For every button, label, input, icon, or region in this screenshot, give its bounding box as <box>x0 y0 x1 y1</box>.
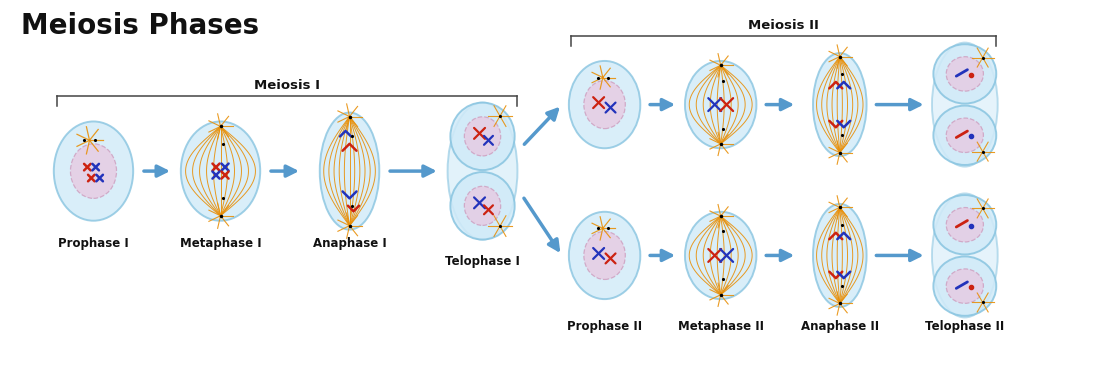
Text: Meiosis I: Meiosis I <box>254 79 320 92</box>
Ellipse shape <box>946 57 983 91</box>
Text: Anaphase I: Anaphase I <box>312 236 386 250</box>
Ellipse shape <box>934 195 997 254</box>
Text: Prophase I: Prophase I <box>58 236 129 250</box>
Ellipse shape <box>464 117 500 156</box>
Ellipse shape <box>946 208 983 242</box>
Text: Prophase II: Prophase II <box>566 320 642 333</box>
Ellipse shape <box>569 212 640 299</box>
Text: Telophase II: Telophase II <box>925 320 1004 333</box>
Ellipse shape <box>932 42 998 167</box>
Ellipse shape <box>813 53 867 156</box>
Ellipse shape <box>813 204 867 307</box>
Text: Meiosis II: Meiosis II <box>748 19 820 32</box>
Ellipse shape <box>320 112 379 229</box>
Text: Metaphase I: Metaphase I <box>179 236 262 250</box>
Ellipse shape <box>934 44 997 104</box>
Text: Telophase I: Telophase I <box>446 255 520 268</box>
Ellipse shape <box>70 144 117 198</box>
Ellipse shape <box>584 81 625 128</box>
Ellipse shape <box>932 194 998 317</box>
Ellipse shape <box>685 61 757 148</box>
Text: Meiosis Phases: Meiosis Phases <box>21 12 258 40</box>
Text: Anaphase II: Anaphase II <box>801 320 879 333</box>
Ellipse shape <box>946 269 983 303</box>
Text: Metaphase II: Metaphase II <box>678 320 763 333</box>
Ellipse shape <box>464 186 500 225</box>
Ellipse shape <box>934 106 997 165</box>
Ellipse shape <box>685 212 757 299</box>
Ellipse shape <box>54 122 133 221</box>
Ellipse shape <box>448 102 517 240</box>
Ellipse shape <box>584 231 625 280</box>
Ellipse shape <box>180 122 261 221</box>
Ellipse shape <box>450 172 515 240</box>
Ellipse shape <box>450 102 515 170</box>
Ellipse shape <box>569 61 640 148</box>
Ellipse shape <box>946 118 983 153</box>
Ellipse shape <box>934 257 997 316</box>
